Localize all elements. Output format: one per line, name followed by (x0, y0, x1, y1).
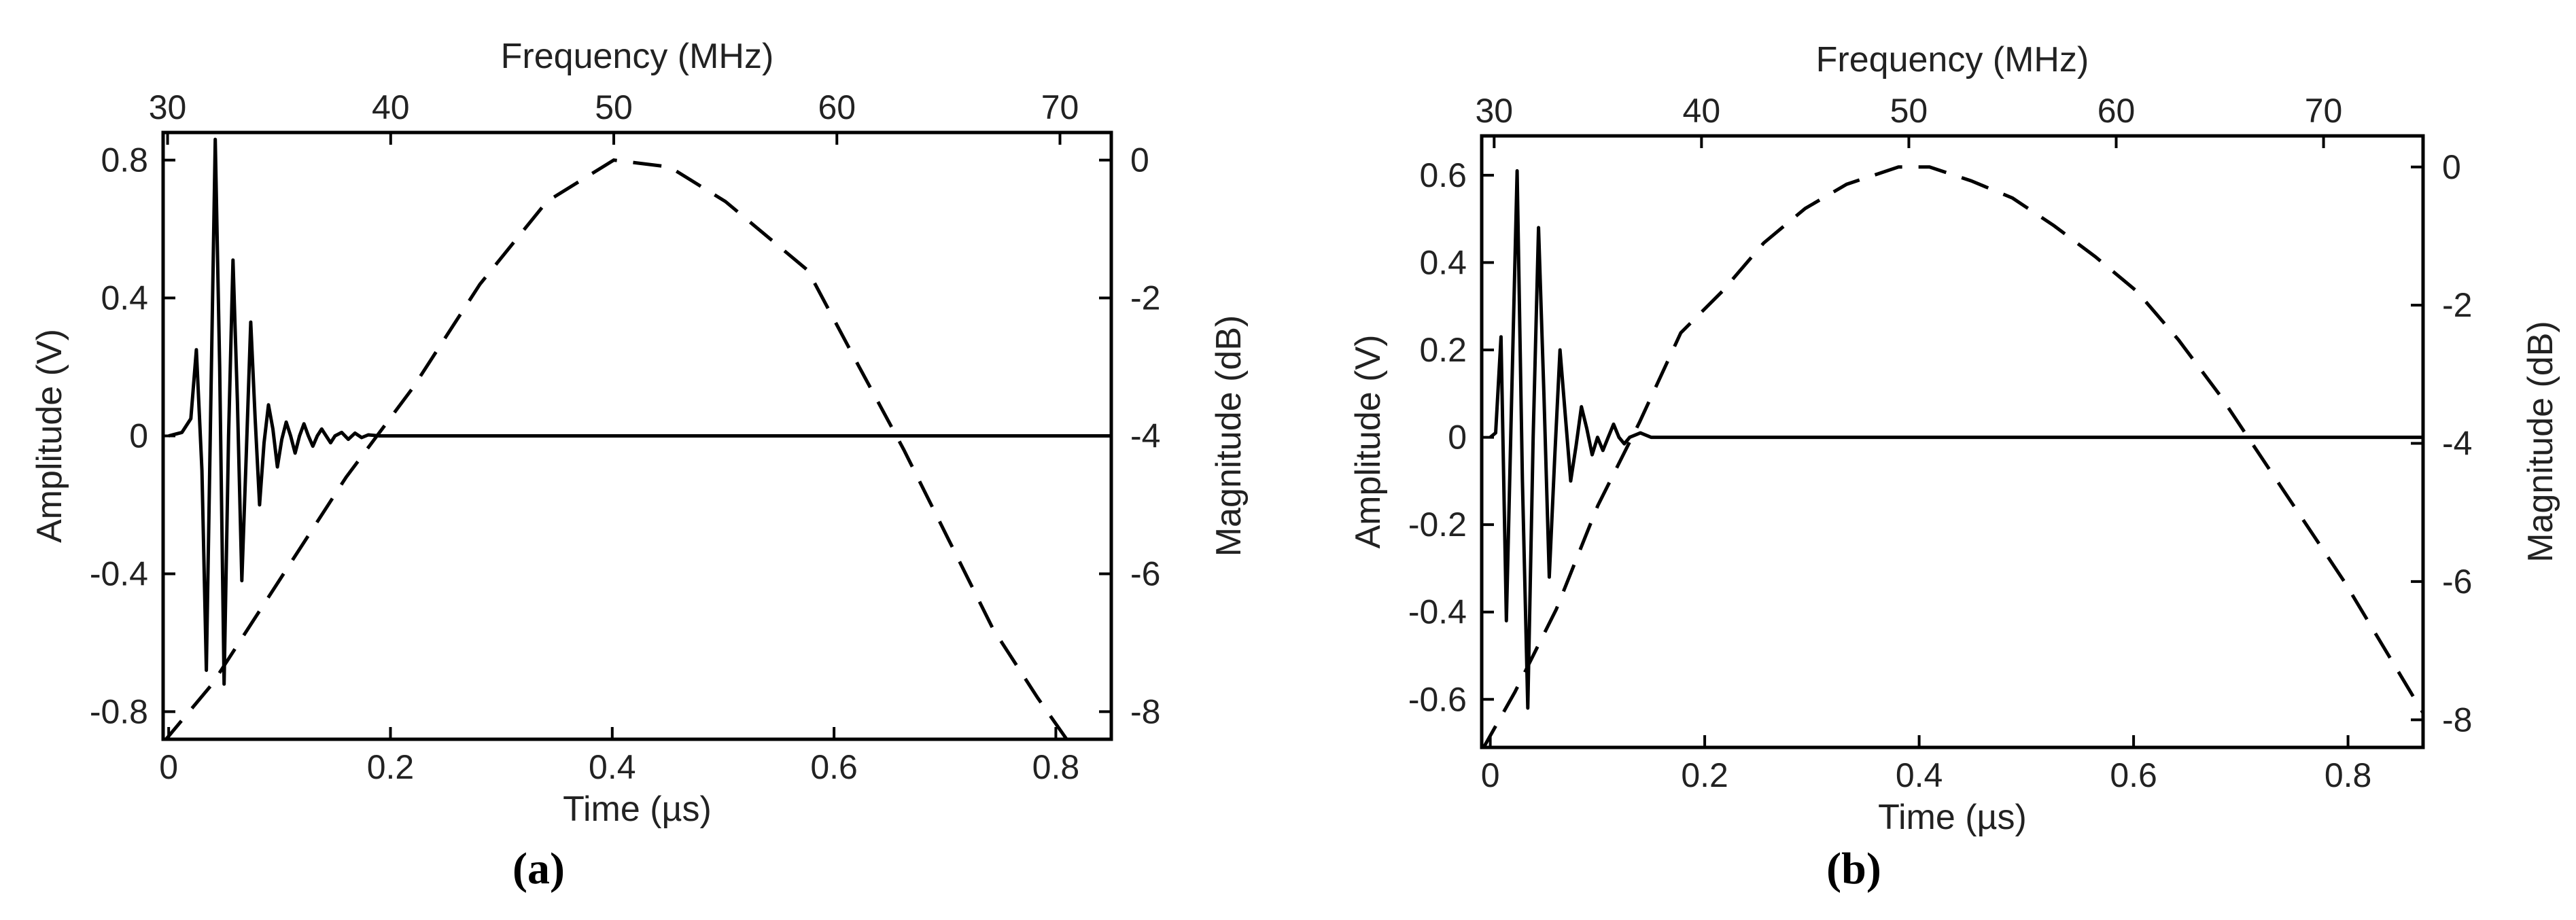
chart-panel-2: 0 0.2 0.4 0.6 0.8 30 40 50 60 70 -0.6 -0.4 -0.2 0 0.2 0… (1348, 40, 2560, 894)
x-tick-label: 0.8 (2325, 756, 2372, 794)
x-tick-label: 0.4 (1896, 756, 1943, 794)
plot-frame (1480, 134, 2425, 749)
y-tick-label: 0 (129, 417, 148, 455)
chart-panel-1: 0 0.2 0.4 0.6 0.830 40 50 60 70-0.8-0.400.40.8-8… (30, 37, 1249, 894)
x2-tick-label: 30 (1475, 92, 1513, 130)
y2-tick-label: 0 (2442, 148, 2461, 186)
y-tick-label: -0.2 (1408, 506, 1467, 544)
y2-tick-label: -8 (1130, 692, 1160, 730)
x-axis-label: Time (µs) (563, 790, 712, 829)
y2-tick-label: -4 (2442, 425, 2472, 463)
x2-tick-label: 60 (2098, 92, 2136, 130)
x2-tick-label: 50 (595, 88, 633, 126)
y2-tick-label: -8 (2442, 701, 2472, 739)
x-tick-label: 0 (159, 748, 178, 786)
panel-label: (b) (1826, 844, 1881, 894)
y-axis-label: Amplitude (V) (1348, 335, 1388, 549)
x2-axis-label: Frequency (MHz) (1816, 40, 2089, 79)
x2-axis-label: Frequency (MHz) (501, 37, 774, 76)
y-tick-label: 0.8 (101, 141, 148, 179)
y-tick-label: -0.8 (90, 692, 148, 730)
y2-tick-label: -4 (1130, 417, 1160, 455)
x-axis-label: Time (µs) (1878, 798, 2027, 837)
y2-axis-label: Magnitude (dB) (2521, 321, 2560, 563)
x2-tick-label: 30 (149, 88, 187, 126)
y2-axis-label: Magnitude (dB) (1209, 315, 1249, 557)
y2-tick-label: -6 (1130, 554, 1160, 592)
x-tick-label: 0.2 (1681, 756, 1728, 794)
x2-tick-label: 40 (1683, 92, 1721, 130)
y-tick-label: -0.4 (1408, 593, 1467, 631)
y-tick-label: -0.4 (90, 554, 148, 592)
frequency-spectrum-line (1482, 165, 2423, 747)
x-tick-label: 0.8 (1032, 748, 1080, 786)
x2-tick-label: 70 (2305, 92, 2343, 130)
x-tick-label: 0.2 (367, 748, 415, 786)
x2-tick-label: 50 (1890, 92, 1928, 130)
x-tick-label: 0.6 (810, 748, 858, 786)
y-tick-label: 0.2 (1419, 331, 1467, 369)
panel-label: (a) (512, 844, 565, 894)
frequency-spectrum-line (164, 158, 1068, 739)
x2-tick-label: 40 (372, 88, 410, 126)
y-tick-label: 0.6 (1419, 156, 1467, 194)
x-tick-label: 0.6 (2110, 756, 2157, 794)
time-signal-line (1489, 169, 2423, 710)
y-tick-label: -0.6 (1408, 680, 1467, 718)
y2-tick-label: -2 (2442, 286, 2472, 324)
y-tick-label: 0 (1448, 419, 1467, 457)
y-tick-label: 0.4 (101, 279, 148, 317)
x2-tick-label: 60 (818, 88, 856, 126)
x2-tick-label: 70 (1041, 88, 1079, 126)
time-signal-line (168, 137, 1111, 686)
y2-tick-label: 0 (1130, 141, 1149, 179)
y2-tick-label: -6 (2442, 563, 2472, 601)
y-axis-label: Amplitude (V) (30, 329, 69, 543)
y2-tick-label: -2 (1130, 279, 1160, 317)
x-tick-label: 0.4 (589, 748, 636, 786)
x-tick-label: 0 (1481, 756, 1500, 794)
y-tick-label: 0.4 (1419, 243, 1467, 281)
